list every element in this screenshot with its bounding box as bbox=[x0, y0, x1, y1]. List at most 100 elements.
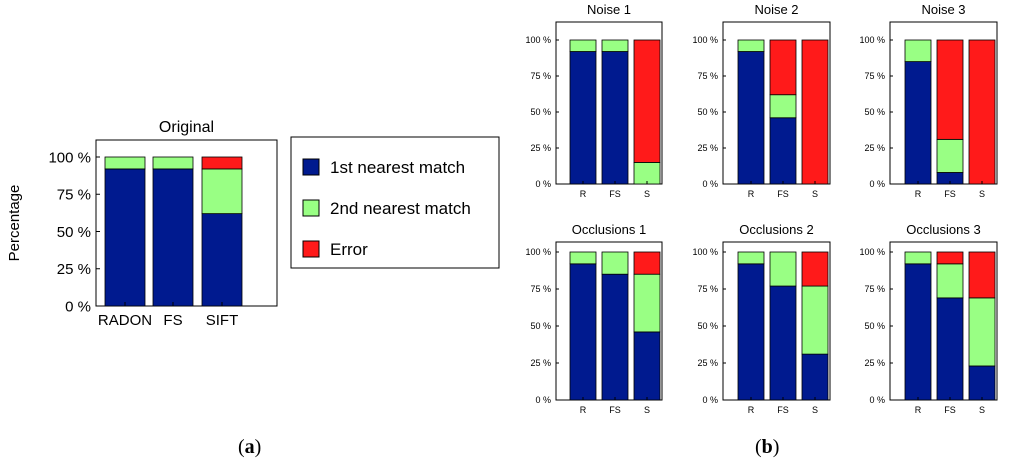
legend-swatch bbox=[302, 240, 320, 258]
bar-r-first bbox=[569, 51, 597, 185]
y-tick-label: 50 % bbox=[697, 321, 718, 331]
chart-title: Noise 3 bbox=[921, 2, 965, 17]
x-tick-label: R bbox=[915, 405, 922, 415]
legend-swatch bbox=[302, 199, 320, 217]
x-tick-label: S bbox=[812, 405, 818, 415]
bar-fs-error bbox=[769, 39, 797, 96]
bar-r-second bbox=[904, 251, 932, 265]
chart-6: R FS S 0 % 25 % 50 % 75 % 100 % Occlusions 2 bbox=[692, 222, 831, 415]
bar-r-second bbox=[569, 39, 597, 52]
chart-title: Noise 1 bbox=[587, 2, 631, 17]
x-tick-label: FS bbox=[777, 189, 789, 199]
chart-2: R FS S 0 % 25 % 50 % 75 % 100 % Noise 1 bbox=[525, 2, 663, 199]
y-tick-label: 100 % bbox=[692, 35, 718, 45]
y-tick-label: 50 % bbox=[864, 107, 885, 117]
x-tick-label: S bbox=[812, 189, 818, 199]
x-tick-label: FS bbox=[609, 189, 621, 199]
bar-s-error bbox=[633, 251, 661, 275]
x-tick-label: FS bbox=[609, 405, 621, 415]
y-tick-label: 0 % bbox=[869, 395, 885, 405]
y-tick-label: 50 % bbox=[530, 321, 551, 331]
x-tick-label: R bbox=[915, 189, 922, 199]
x-tick-label: S bbox=[979, 189, 985, 199]
x-tick-label: S bbox=[644, 189, 650, 199]
y-tick-label: 75 % bbox=[530, 284, 551, 294]
y-tick-label: 100 % bbox=[525, 247, 551, 257]
bar-radon-first bbox=[104, 168, 146, 307]
bar-fs-first bbox=[601, 273, 629, 401]
bar-sift-first bbox=[201, 213, 243, 307]
bar-s-first bbox=[801, 353, 829, 401]
y-tick-label: 75 % bbox=[864, 284, 885, 294]
y-tick-label: 0 % bbox=[869, 179, 885, 189]
y-tick-label: 0 % bbox=[702, 395, 718, 405]
y-tick-label: 25 % bbox=[864, 143, 885, 153]
y-tick-label: 25 % bbox=[530, 358, 551, 368]
bar-fs-second bbox=[936, 263, 964, 299]
bar-radon-second bbox=[104, 156, 146, 170]
bar-s-second bbox=[968, 297, 996, 367]
x-tick-label: FS bbox=[777, 405, 789, 415]
bar-r-first bbox=[737, 51, 765, 185]
bar-r-first bbox=[737, 263, 765, 401]
chart-title: Occlusions 3 bbox=[906, 222, 980, 237]
y-tick-label: 75 % bbox=[57, 187, 91, 204]
bar-s-first bbox=[968, 365, 996, 401]
bar-fs-first bbox=[152, 168, 194, 307]
x-tick-label: R bbox=[580, 189, 587, 199]
bar-fs-first bbox=[936, 297, 964, 401]
y-tick-label: 25 % bbox=[57, 261, 91, 278]
bar-fs-second bbox=[601, 39, 629, 52]
y-tick-label: 0 % bbox=[535, 395, 551, 405]
y-tick-label: 75 % bbox=[530, 71, 551, 81]
chart-4: R FS S 0 % 25 % 50 % 75 % 100 % Noise 3 bbox=[859, 2, 998, 199]
bar-fs-first bbox=[601, 51, 629, 185]
bar-s-second bbox=[633, 161, 661, 185]
legend-swatch bbox=[302, 158, 320, 176]
y-tick-label: 100 % bbox=[692, 247, 718, 257]
bar-fs-second bbox=[769, 251, 797, 287]
y-tick-label: 100 % bbox=[48, 149, 91, 166]
x-tick-label: S bbox=[644, 405, 650, 415]
bar-s-error bbox=[968, 251, 996, 299]
bar-r-second bbox=[904, 39, 932, 63]
x-tick-label: FS bbox=[944, 189, 956, 199]
bar-s-error bbox=[801, 251, 829, 287]
bar-r-first bbox=[904, 61, 932, 185]
legend-label: Error bbox=[330, 240, 368, 259]
bar-r-first bbox=[904, 263, 932, 401]
x-tick-label: SIFT bbox=[206, 312, 239, 329]
y-tick-label: 75 % bbox=[864, 71, 885, 81]
bar-s-error bbox=[633, 39, 661, 163]
y-tick-label: 100 % bbox=[525, 35, 551, 45]
chart-title: Occlusions 1 bbox=[572, 222, 646, 237]
bar-r-second bbox=[737, 39, 765, 52]
caption-b-letter: b bbox=[761, 436, 773, 458]
legend-label: 1st nearest match bbox=[330, 158, 465, 177]
y-tick-label: 0 % bbox=[65, 298, 91, 315]
caption-a: (a) bbox=[238, 436, 262, 458]
chart-title: Original bbox=[159, 119, 214, 136]
bar-s-second bbox=[633, 273, 661, 333]
y-tick-label: 25 % bbox=[697, 358, 718, 368]
y-tick-label: 50 % bbox=[697, 107, 718, 117]
x-tick-label: R bbox=[748, 189, 755, 199]
bar-fs-first bbox=[769, 117, 797, 185]
x-tick-label: FS bbox=[944, 405, 956, 415]
y-tick-label: 25 % bbox=[697, 143, 718, 153]
legend: 1st nearest match 2nd nearest match Error bbox=[290, 136, 500, 269]
y-tick-label: 50 % bbox=[864, 321, 885, 331]
y-tick-label: 0 % bbox=[535, 179, 551, 189]
y-tick-label: 50 % bbox=[530, 107, 551, 117]
chart-title: Occlusions 2 bbox=[739, 222, 813, 237]
bar-sift-error bbox=[201, 156, 243, 170]
bar-sift-second bbox=[201, 168, 243, 215]
bar-fs-second bbox=[769, 94, 797, 119]
chart-3: R FS S 0 % 25 % 50 % 75 % 100 % Noise 2 bbox=[692, 2, 831, 199]
x-tick-label: S bbox=[979, 405, 985, 415]
bar-s-first bbox=[633, 331, 661, 401]
y-tick-label: 25 % bbox=[864, 358, 885, 368]
chart-7: R FS S 0 % 25 % 50 % 75 % 100 % Occlusions 3 bbox=[859, 222, 998, 415]
bar-fs-error bbox=[936, 39, 964, 140]
